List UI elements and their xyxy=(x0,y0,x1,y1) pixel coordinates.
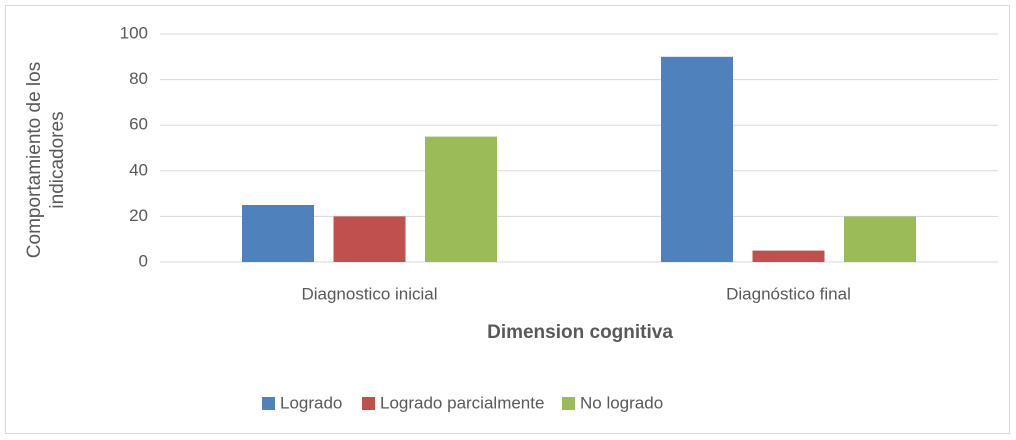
legend-swatch xyxy=(362,397,375,410)
x-tick-label: Diagnóstico final xyxy=(726,284,851,303)
bar xyxy=(661,56,733,262)
y-tick-label: 100 xyxy=(120,23,148,42)
bar xyxy=(844,216,916,262)
legend-swatch xyxy=(562,397,575,410)
x-axis-label: Dimension cognitiva xyxy=(487,322,673,343)
x-tick-label: Diagnostico inicial xyxy=(301,284,437,303)
y-tick-label: 0 xyxy=(139,251,148,270)
y-tick-label: 80 xyxy=(129,69,148,88)
legend-label: Logrado xyxy=(280,393,342,412)
bar xyxy=(752,250,825,262)
legend-label: Logrado parcialmente xyxy=(380,393,544,412)
bar xyxy=(425,136,497,262)
y-tick-label: 60 xyxy=(129,115,148,134)
legend-swatch xyxy=(262,397,275,410)
bar xyxy=(333,216,406,262)
y-tick-label: 20 xyxy=(129,206,148,225)
y-tick-label: 40 xyxy=(129,160,148,179)
legend-label: No logrado xyxy=(580,393,663,412)
y-axis-label: Comportamiento de los indicadores xyxy=(24,61,68,259)
bar xyxy=(242,205,314,262)
chart-border xyxy=(5,5,1010,434)
